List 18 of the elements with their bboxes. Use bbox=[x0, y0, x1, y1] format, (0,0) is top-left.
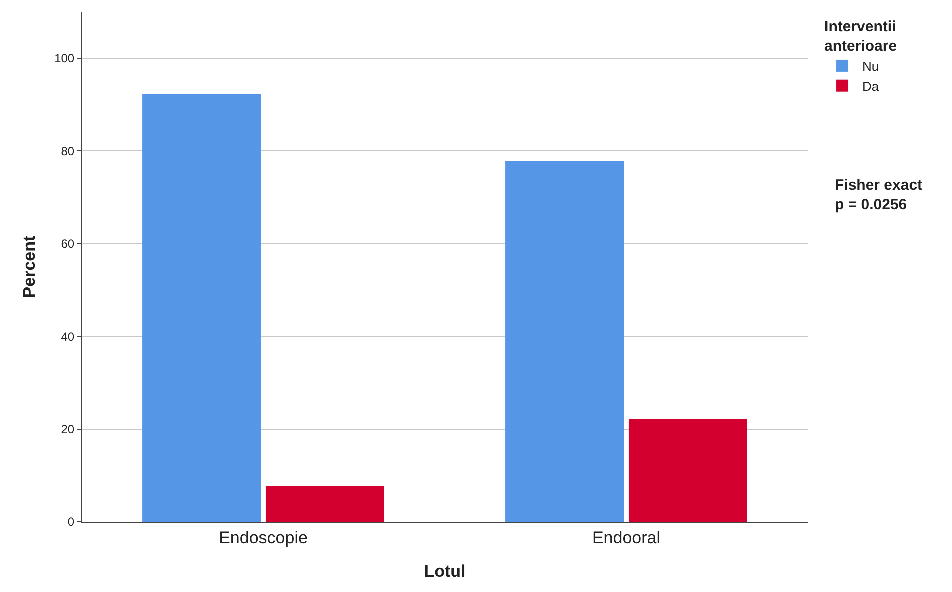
y-tick-label: 40 bbox=[61, 330, 75, 344]
y-tick-label: 20 bbox=[61, 422, 75, 436]
bar bbox=[266, 486, 384, 522]
y-tick-label: 0 bbox=[68, 515, 75, 530]
bar bbox=[506, 161, 624, 522]
bar bbox=[628, 419, 748, 522]
x-tick-label: Endooral bbox=[592, 528, 661, 548]
y-axis-title: Percent bbox=[20, 235, 40, 298]
x-axis-title: Lotul bbox=[424, 562, 466, 581]
text: Fisher exact p = 0.0256 bbox=[835, 177, 923, 214]
y-tick-label: 60 bbox=[61, 237, 75, 252]
bar bbox=[142, 94, 262, 522]
legend-label: Nu bbox=[862, 59, 880, 74]
legend-title: Interventii anterioare bbox=[824, 18, 898, 55]
x-tick-label: Endoscopie bbox=[219, 528, 308, 548]
y-tick-label: 80 bbox=[61, 144, 75, 158]
legend-label: Da bbox=[862, 78, 880, 94]
y-tick-label: 100 bbox=[54, 52, 75, 66]
